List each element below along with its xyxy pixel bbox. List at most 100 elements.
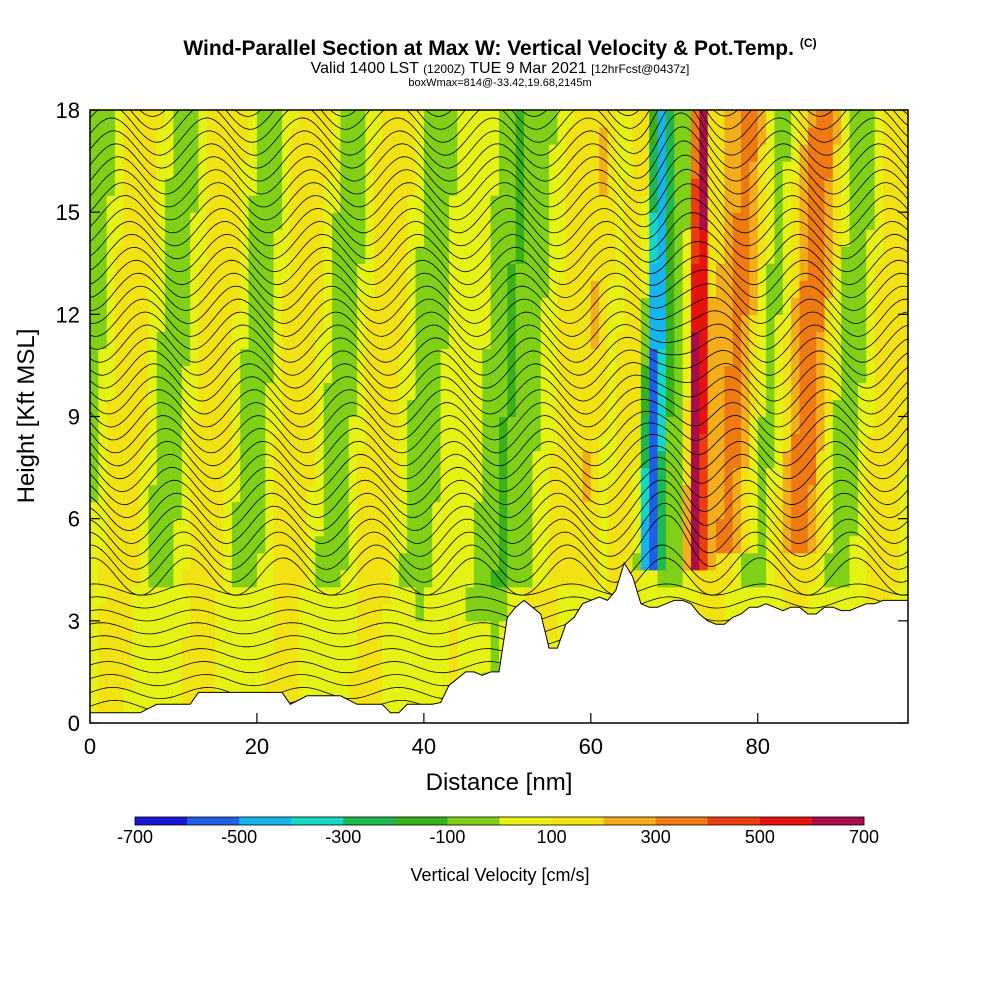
velocity-cell [98,246,108,264]
velocity-cell [515,586,525,605]
velocity-cell [448,450,458,469]
velocity-cell [590,348,600,367]
velocity-cell [774,246,784,264]
velocity-cell [448,467,458,486]
velocity-cell [524,348,533,367]
velocity-cell [131,620,141,639]
velocity-cell [315,263,325,281]
velocity-cell [457,280,467,298]
velocity-cell [390,518,400,537]
x-tick-label: 60 [579,734,603,759]
velocity-cell [749,331,759,349]
velocity-cell [382,671,392,690]
velocity-cell [348,654,358,673]
velocity-cell [857,178,867,196]
velocity-cell [832,365,842,384]
velocity-cell [357,161,367,179]
velocity-cell [190,433,200,452]
velocity-cell [231,348,241,367]
velocity-cell [849,518,859,537]
velocity-cell [307,195,316,213]
velocity-cell [782,450,792,469]
velocity-cell [774,280,784,298]
velocity-cell [499,297,508,315]
velocity-cell [115,484,124,503]
velocity-cell [724,518,734,537]
velocity-cell [557,297,567,315]
velocity-cell [265,365,275,384]
velocity-cell [307,348,316,367]
velocity-cell [148,467,158,486]
velocity-cell [265,620,275,639]
velocity-cell [332,518,342,537]
velocity-cell [882,280,892,298]
velocity-cell [156,467,166,486]
velocity-cell [590,297,600,315]
velocity-cell [340,450,350,469]
velocity-cell [665,297,675,315]
velocity-cell [699,297,709,315]
velocity-cell [707,450,717,469]
velocity-cell [582,467,592,486]
velocity-cell [348,110,358,128]
velocity-cell [348,552,358,571]
velocity-cell [507,501,517,520]
velocity-cell [440,433,450,452]
velocity-cell [398,195,408,213]
velocity-cell [732,110,742,128]
velocity-cell [640,501,650,520]
velocity-cell [766,110,776,128]
velocity-cell [774,195,784,213]
velocity-cell [557,569,567,588]
velocity-cell [248,671,258,690]
velocity-cell [248,127,258,145]
velocity-cell [665,161,675,179]
velocity-cell [423,229,433,247]
velocity-cell [115,586,124,605]
velocity-cell [699,450,709,469]
velocity-cell [457,195,467,213]
velocity-cell [365,280,375,298]
velocity-cell [206,569,216,588]
velocity-cell [707,297,717,315]
velocity-cell [198,314,208,332]
velocity-cell [507,110,517,128]
velocity-cell [240,518,250,537]
velocity-cell [256,433,266,452]
velocity-cell [365,110,375,128]
velocity-cell [240,297,250,315]
velocity-cell [140,110,150,128]
velocity-cell [724,535,734,554]
velocity-cell [782,501,792,520]
velocity-cell [473,603,483,622]
velocity-cell [640,331,650,349]
velocity-cell [874,348,884,367]
velocity-cell [899,331,908,349]
velocity-cell [499,178,508,196]
velocity-cell [866,178,876,196]
velocity-cell [240,569,250,588]
velocity-cell [599,314,609,332]
velocity-cell [90,178,99,196]
velocity-cell [465,518,475,537]
velocity-cell [690,297,700,315]
velocity-cell [732,450,742,469]
x-tick-label: 80 [746,734,770,759]
velocity-cell [215,229,225,247]
velocity-cell [565,212,575,230]
velocity-cell [507,229,517,247]
velocity-cell [398,348,408,367]
velocity-cell [281,178,291,196]
velocity-cell [382,535,392,554]
velocity-cell [156,246,166,264]
velocity-cell [574,467,584,486]
velocity-cell [499,127,508,145]
velocity-cell [749,229,759,247]
velocity-cell [240,178,250,196]
velocity-cell [415,654,425,673]
velocity-cell [482,348,492,367]
velocity-cell [215,212,225,230]
velocity-cell [757,297,767,315]
velocity-cell [699,178,709,196]
velocity-cell [231,331,241,349]
